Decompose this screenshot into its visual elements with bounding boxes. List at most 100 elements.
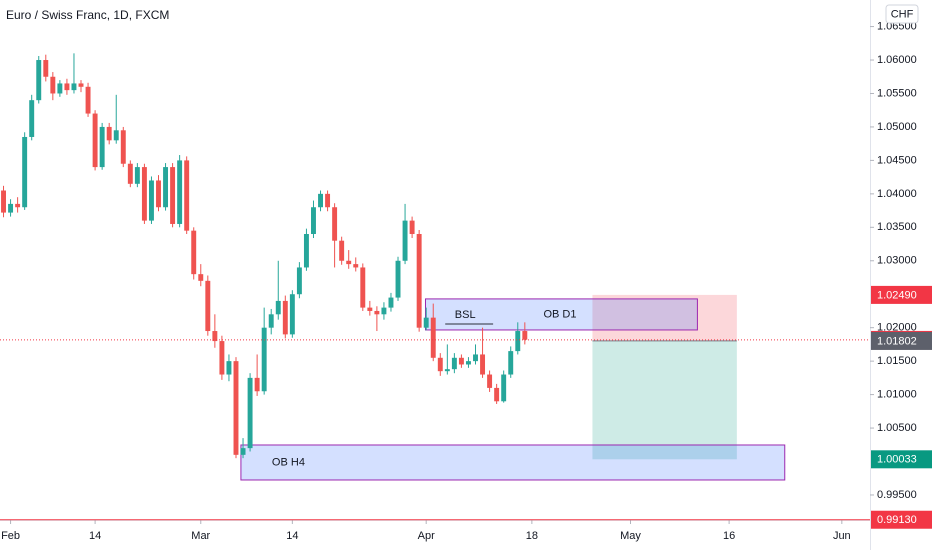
candle-body xyxy=(388,297,394,308)
candle-body xyxy=(120,130,126,164)
candle-body xyxy=(296,267,302,295)
candle-body xyxy=(444,369,450,372)
candle-body xyxy=(430,317,436,358)
candle-body xyxy=(1,190,6,213)
candle-body xyxy=(212,331,218,342)
x-tick-label: Mar xyxy=(191,530,210,542)
candle-body xyxy=(487,374,493,388)
y-tick-label: 1.04500 xyxy=(877,154,917,166)
candle-body xyxy=(332,207,338,241)
x-tick-label: 14 xyxy=(286,530,298,542)
candle-body xyxy=(437,357,443,372)
candle-body xyxy=(381,307,387,315)
candle-body xyxy=(36,60,42,101)
candle-body xyxy=(254,377,260,392)
x-tick-label: Feb xyxy=(1,530,20,542)
currency-button[interactable] xyxy=(885,4,919,24)
candle-body xyxy=(184,160,190,231)
candle-body xyxy=(451,357,457,370)
chart-title: Euro / Swiss Franc, 1D, FXCM xyxy=(6,8,169,22)
candle-body xyxy=(374,310,380,315)
candle-body xyxy=(198,274,204,281)
liquidity-label: BSL xyxy=(455,309,476,321)
candle-body xyxy=(64,83,70,91)
candle-body xyxy=(71,83,77,91)
price-badge-label: 1.00033 xyxy=(877,454,917,466)
candle-body xyxy=(508,351,514,375)
y-tick-label: 1.01500 xyxy=(877,355,917,367)
y-tick-label: 1.04000 xyxy=(877,188,917,200)
x-tick-label: 14 xyxy=(89,530,101,542)
zones: OB D1 OB H4 BSL xyxy=(240,294,786,481)
target-zone xyxy=(592,340,737,460)
candle-body xyxy=(360,267,366,308)
candle-body xyxy=(353,264,359,268)
candles xyxy=(1,53,528,459)
candle-body xyxy=(268,314,274,328)
candle-body xyxy=(177,160,183,224)
x-tick-label: 18 xyxy=(526,530,538,542)
candle-body xyxy=(43,60,49,77)
order-block-label: OB H4 xyxy=(272,456,305,468)
y-tick-label: 1.06000 xyxy=(877,54,917,66)
stop-zone xyxy=(592,294,737,341)
candle-body xyxy=(409,220,415,235)
candle-body xyxy=(311,207,316,235)
candle-body xyxy=(261,327,267,392)
price-badge xyxy=(871,450,932,469)
y-tick-label: 1.03000 xyxy=(877,255,917,267)
x-tick-label: May xyxy=(620,530,641,542)
price-badge-label: 1.02490 xyxy=(877,289,917,301)
candle-body xyxy=(57,83,63,94)
candle-body xyxy=(465,361,471,365)
candle-body xyxy=(473,354,478,362)
candle-body xyxy=(247,377,253,449)
candle-body xyxy=(282,300,288,335)
candle-body xyxy=(219,341,225,375)
candle-body xyxy=(29,100,35,137)
candle-body xyxy=(92,113,98,168)
y-tick-label: 1.00500 xyxy=(877,422,917,434)
order-block-label: OB D1 xyxy=(543,308,576,320)
candle-body xyxy=(106,126,112,141)
candle-body xyxy=(134,167,140,184)
candle-body xyxy=(50,76,56,94)
candle-body xyxy=(156,180,161,208)
candle-body xyxy=(275,300,281,315)
candle-body xyxy=(148,180,154,221)
candle-body xyxy=(339,240,345,261)
order-block xyxy=(240,444,786,481)
candle-body xyxy=(22,136,28,208)
candle-body xyxy=(163,167,169,208)
currency-label[interactable]: CHF xyxy=(891,8,914,20)
candle-body xyxy=(402,220,408,261)
candle-body xyxy=(416,234,422,328)
candle-body xyxy=(515,331,521,352)
price-badge xyxy=(871,285,932,304)
candle-body xyxy=(8,203,14,213)
candle-body xyxy=(85,86,91,114)
x-tick-label: 16 xyxy=(723,530,735,542)
candle-body xyxy=(15,203,21,208)
candle-body xyxy=(303,234,309,268)
y-tick-label: 1.01000 xyxy=(877,389,917,401)
price-badge-label: 1.01802 xyxy=(877,335,917,347)
y-tick-label: 1.03500 xyxy=(877,221,917,233)
candle-body xyxy=(395,260,401,298)
candle-body xyxy=(480,354,486,375)
candle-body xyxy=(205,280,211,332)
candle-body xyxy=(78,83,84,87)
candle-body xyxy=(127,163,133,184)
candle-body xyxy=(346,260,352,265)
candle-body xyxy=(233,361,239,455)
candle-body xyxy=(501,374,507,402)
y-tick-label: 1.02000 xyxy=(877,322,917,334)
y-tick-label: 1.05000 xyxy=(877,121,917,133)
y-tick-label: 0.99500 xyxy=(877,489,917,501)
x-tick-label: Apr xyxy=(418,530,435,542)
price-badge-label: 0.99130 xyxy=(877,514,917,526)
candle-body xyxy=(226,361,232,375)
candle-body xyxy=(318,193,323,208)
